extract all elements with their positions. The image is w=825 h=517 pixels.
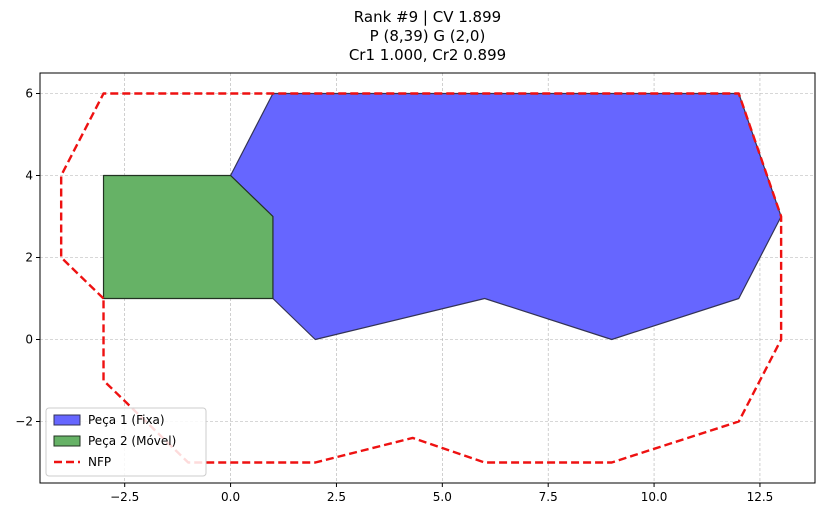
y-tick-label: 4 (25, 169, 33, 183)
legend-swatch (53, 435, 81, 447)
chart-title-line: P (8,39) G (2,0) (370, 27, 486, 45)
y-tick-label: 6 (25, 87, 33, 101)
legend-label: Peça 2 (Móvel) (88, 434, 176, 448)
x-tick-label: 12.5 (747, 490, 774, 504)
x-tick-label: 7.5 (539, 490, 558, 504)
y-tick-label: 0 (25, 333, 33, 347)
axes-frame (39, 72, 816, 484)
plot-series (59, 92, 783, 464)
x-tick-label: 0.0 (221, 490, 240, 504)
nfp-line (59, 92, 783, 464)
axis-ticks: −2.5 0.0 2.5 5.0 7.5 10.0 12.5 −2 0 2 4 6 (15, 87, 773, 505)
x-tick-label: −2.5 (110, 490, 139, 504)
chart-title-line: Rank #9 | CV 1.899 (354, 8, 501, 26)
chart-title-line: Cr1 1.000, Cr2 0.899 (349, 46, 506, 64)
legend-box (45, 407, 207, 477)
legend: Peça 1 (Fixa) Peça 2 (Móvel) NFP (45, 407, 207, 477)
x-tick-label: 5.0 (433, 490, 452, 504)
series-polygon-2 (102, 174, 274, 300)
x-tick-label: 2.5 (327, 490, 346, 504)
series-polygon-1 (229, 92, 782, 341)
y-tick-label: 2 (25, 251, 33, 265)
legend-label: NFP (88, 455, 111, 469)
legend-swatch (53, 414, 81, 426)
legend-label: Peça 1 (Fixa) (88, 413, 165, 427)
y-tick-label: −2 (15, 415, 33, 429)
x-tick-label: 10.0 (641, 490, 668, 504)
